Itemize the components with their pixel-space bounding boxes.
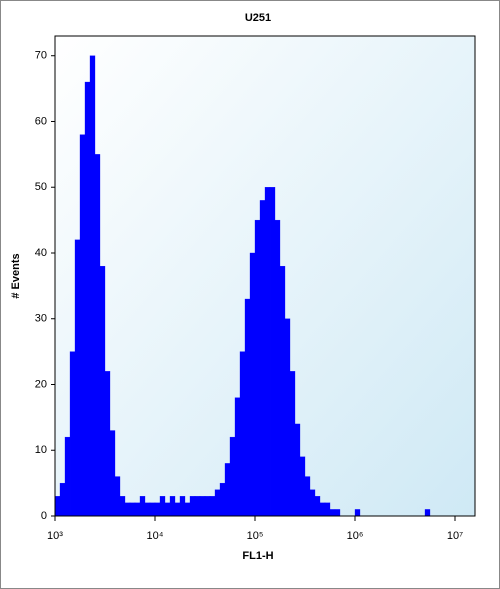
bar (324, 502, 331, 517)
bar (144, 502, 151, 517)
bar (169, 496, 176, 517)
bar (254, 219, 261, 517)
bar (84, 81, 91, 517)
bar (329, 509, 336, 517)
bar (269, 187, 276, 517)
bar (289, 371, 296, 517)
x-tick-label: 10⁶ (347, 530, 364, 542)
bar (229, 436, 236, 517)
y-tick-label: 60 (35, 115, 47, 127)
bar (184, 502, 191, 517)
bar (64, 436, 71, 517)
bar (199, 496, 206, 517)
bar (304, 476, 311, 517)
bar (189, 496, 196, 517)
x-axis-label: FL1-H (242, 550, 273, 562)
bar (194, 496, 201, 517)
bar (234, 397, 241, 517)
bar (334, 509, 341, 517)
bar (124, 502, 131, 517)
bar (259, 200, 266, 517)
bar (224, 463, 231, 517)
bar (89, 55, 96, 517)
bar (54, 496, 61, 517)
bar (74, 239, 81, 517)
bar (279, 265, 286, 517)
bar (239, 351, 246, 517)
bar (284, 318, 291, 517)
y-tick-label: 40 (35, 247, 47, 259)
x-tick-label: 10⁷ (447, 530, 463, 542)
y-tick-label: 0 (41, 510, 47, 522)
bar (309, 489, 316, 517)
bar (149, 502, 156, 517)
axis-frame (54, 35, 476, 517)
chart-title: U251 (245, 12, 271, 24)
bar (164, 502, 171, 517)
bar (114, 476, 121, 517)
y-tick-label: 30 (35, 313, 47, 325)
bar (299, 456, 306, 517)
histogram (54, 55, 431, 517)
bar (109, 430, 116, 517)
bar (94, 154, 101, 517)
bar (264, 187, 271, 517)
bar (294, 423, 301, 517)
bar (79, 134, 86, 517)
bar (274, 219, 281, 517)
bar (139, 496, 146, 517)
y-axis-label: # Events (10, 253, 22, 298)
y-tick-label: 20 (35, 378, 47, 390)
bar (174, 502, 181, 517)
bar (154, 502, 161, 517)
y-tick-label: 70 (35, 50, 47, 62)
bar (319, 502, 326, 517)
bar (204, 496, 211, 517)
bar (314, 496, 321, 517)
y-tick-label: 10 (35, 444, 47, 456)
bar (179, 496, 186, 517)
bar (129, 502, 136, 517)
bar (244, 298, 251, 517)
bar (214, 489, 221, 517)
bar (219, 482, 226, 517)
bar (159, 496, 166, 517)
bar (134, 502, 141, 517)
bar (209, 496, 216, 517)
x-tick-label: 10⁵ (247, 530, 264, 542)
bar (69, 351, 76, 517)
bar (119, 496, 126, 517)
y-tick-label: 50 (35, 181, 47, 193)
bar (99, 265, 106, 517)
bar (104, 371, 111, 517)
bar (249, 252, 256, 517)
x-tick-label: 10⁴ (147, 530, 164, 542)
bar (59, 482, 66, 517)
bar (424, 509, 431, 517)
x-tick-label: 10³ (47, 530, 63, 542)
bar (354, 509, 361, 517)
